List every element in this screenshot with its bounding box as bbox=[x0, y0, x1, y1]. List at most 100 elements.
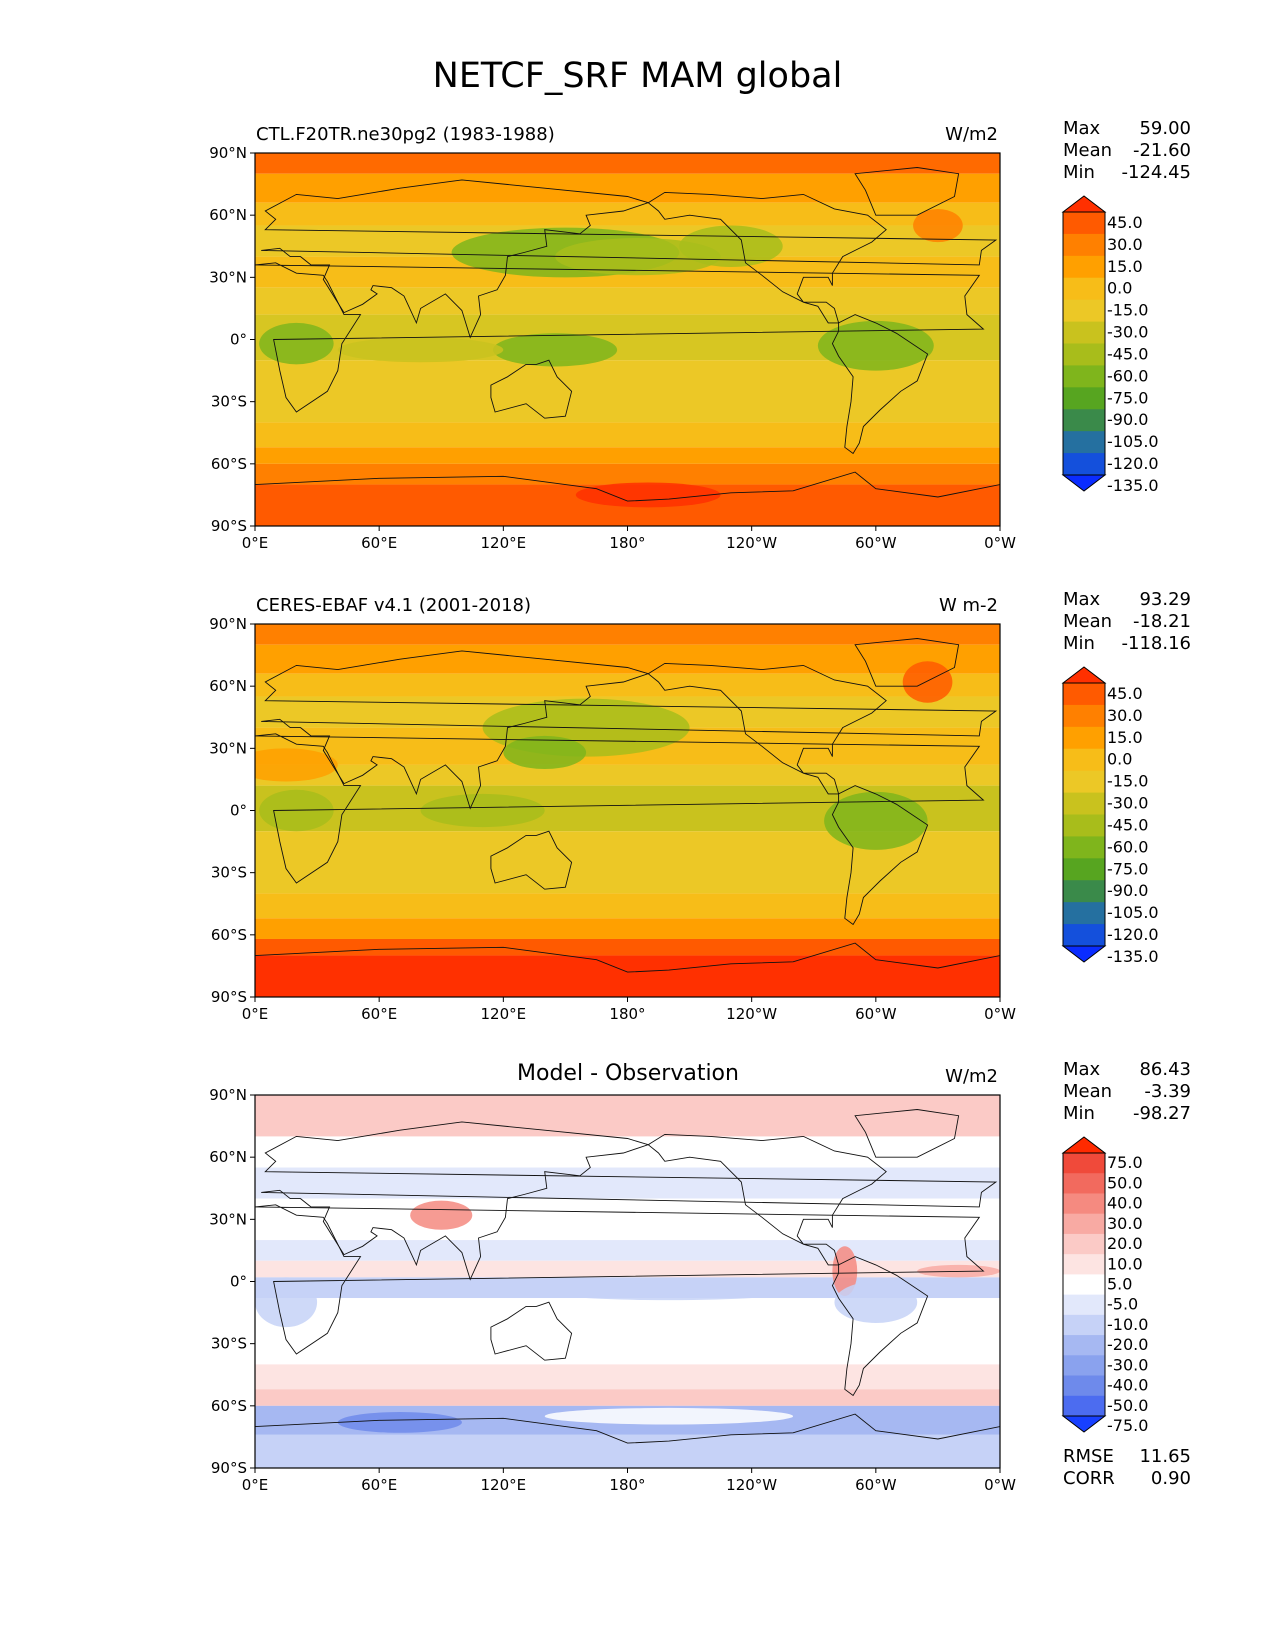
stat-label: Min bbox=[1063, 1103, 1095, 1124]
colorbar-segment bbox=[1063, 1274, 1105, 1296]
field-band bbox=[255, 1198, 1000, 1241]
colorbar-level-label: -40.0 bbox=[1107, 1376, 1148, 1395]
lon-tick-label: 60°W bbox=[855, 1005, 897, 1023]
lon-tick-label: 60°E bbox=[361, 534, 397, 552]
coastline-north-america bbox=[647, 662, 887, 795]
colorbar-segment bbox=[1063, 365, 1105, 388]
field-blob bbox=[902, 661, 953, 703]
field-blob bbox=[503, 735, 587, 770]
colorbar-panel-1: 45.0 30.0 15.0 0.0 -15.0 -30.0 -45.0 -60.0 -75.0… bbox=[1061, 195, 1159, 495]
colorbar-extend-min bbox=[1061, 474, 1107, 492]
field-blob bbox=[410, 1200, 473, 1230]
field-band bbox=[255, 955, 1000, 997]
colorbar-segment bbox=[1063, 409, 1105, 432]
coastline-greenland bbox=[854, 1109, 960, 1158]
colorbar-extend-min bbox=[1061, 945, 1107, 963]
coastline-europe-asia bbox=[261, 179, 998, 339]
stat-value: -124.45 bbox=[1121, 162, 1191, 183]
colorbar-segment bbox=[1063, 277, 1105, 301]
lon-tick-label: 180° bbox=[609, 1476, 645, 1494]
stat-label: Mean bbox=[1063, 611, 1113, 632]
field-blob bbox=[913, 208, 963, 243]
field-blob bbox=[255, 748, 338, 782]
colorbar-level-label: 20.0 bbox=[1107, 1234, 1143, 1253]
colorbar-level-label: -15.0 bbox=[1107, 772, 1148, 791]
colorbar-extend-max bbox=[1061, 195, 1107, 213]
colorbar-level-label: -15.0 bbox=[1107, 301, 1148, 320]
coastline-africa bbox=[255, 262, 985, 413]
colorbar-segment bbox=[1063, 1213, 1105, 1235]
stat-label: Max bbox=[1063, 118, 1101, 139]
panel-2-units: W m-2 bbox=[938, 595, 998, 616]
coastline-south-america bbox=[831, 1256, 929, 1397]
stat-value: 86.43 bbox=[1139, 1059, 1191, 1080]
coastline-australia bbox=[490, 359, 573, 419]
stat-label: Mean bbox=[1063, 140, 1113, 161]
colorbar-segment bbox=[1063, 1294, 1105, 1316]
colorbar-segment bbox=[1063, 453, 1105, 476]
lon-tick-label: 0°E bbox=[242, 1476, 269, 1494]
panel-1-units: W/m2 bbox=[945, 124, 998, 145]
stat-label: Min bbox=[1063, 633, 1095, 654]
colorbar-segment bbox=[1063, 387, 1105, 410]
field-band bbox=[255, 1240, 1000, 1261]
field-band bbox=[255, 1389, 1000, 1406]
coastline-north-america bbox=[647, 191, 887, 324]
coastline-antarctica bbox=[255, 471, 1000, 526]
colorbar-segment bbox=[1063, 683, 1105, 706]
colorbar-level-label: -5.0 bbox=[1107, 1295, 1138, 1314]
field-band bbox=[255, 938, 1000, 956]
stat-value: -98.27 bbox=[1132, 1103, 1191, 1124]
lat-tick-label: 30°N bbox=[209, 268, 247, 286]
lat-tick-label: 90°S bbox=[211, 988, 247, 1006]
colorbar-segment bbox=[1063, 880, 1105, 903]
field-blob bbox=[337, 1412, 462, 1433]
lon-tick-label: 60°E bbox=[361, 1005, 397, 1023]
lat-tick-label: 30°N bbox=[209, 1210, 247, 1228]
stat-value: -3.39 bbox=[1144, 1081, 1191, 1102]
field-band bbox=[255, 893, 1000, 919]
lat-tick-label: 60°N bbox=[209, 677, 247, 695]
colorbar-segment bbox=[1063, 1254, 1105, 1275]
stat-label: Max bbox=[1063, 589, 1101, 610]
panel-3-stats: Max 86.43 Mean -3.39 Min -98.27 bbox=[1063, 1059, 1191, 1125]
colorbar-level-label: -50.0 bbox=[1107, 1396, 1148, 1415]
coastline-australia bbox=[490, 1301, 573, 1361]
colorbar-segment bbox=[1063, 748, 1105, 772]
colorbar-level-label: -20.0 bbox=[1107, 1335, 1148, 1354]
lat-tick-label: 60°S bbox=[211, 455, 247, 473]
colorbar-extend-max bbox=[1061, 666, 1107, 684]
colorbar-segment bbox=[1063, 1395, 1105, 1417]
colorbar-segment bbox=[1063, 704, 1105, 728]
colorbar-level-label: -105.0 bbox=[1107, 432, 1159, 451]
panel-3-title: Model - Observation bbox=[517, 1061, 739, 1086]
colorbar-segment bbox=[1063, 1355, 1105, 1377]
colorbar-panel-2: 45.0 30.0 15.0 0.0 -15.0 -30.0 -45.0 -60.0 -75.0… bbox=[1061, 666, 1159, 966]
field-blob bbox=[824, 791, 928, 850]
colorbar-level-label: -60.0 bbox=[1107, 366, 1148, 385]
stat-value: 93.29 bbox=[1139, 589, 1191, 610]
lon-tick-label: 60°W bbox=[855, 1476, 897, 1494]
colorbar-level-label: -45.0 bbox=[1107, 344, 1148, 363]
field-blob bbox=[834, 1281, 918, 1323]
colorbar-segment bbox=[1063, 255, 1105, 279]
stat-label: Mean bbox=[1063, 1081, 1113, 1102]
field-blob bbox=[255, 1277, 318, 1328]
colorbar-level-label: -90.0 bbox=[1107, 881, 1148, 900]
colorbar-frame bbox=[1062, 1152, 1106, 1417]
lat-tick-label: 60°S bbox=[211, 1397, 247, 1415]
colorbar-level-label: -120.0 bbox=[1107, 925, 1159, 944]
colorbar-segment bbox=[1063, 1375, 1105, 1397]
coastline-south-america bbox=[831, 785, 929, 926]
lat-tick-label: 30°N bbox=[209, 739, 247, 757]
field-blob bbox=[337, 337, 504, 363]
coastline-europe-asia bbox=[261, 1121, 998, 1281]
colorbar-level-label: 40.0 bbox=[1107, 1194, 1143, 1213]
field-blob bbox=[575, 482, 721, 508]
colorbar-level-label: -30.0 bbox=[1107, 1355, 1148, 1374]
colorbar-segment bbox=[1063, 233, 1105, 257]
field-band bbox=[255, 422, 1000, 448]
stat-value: 11.65 bbox=[1139, 1446, 1191, 1467]
lat-tick-label: 60°S bbox=[211, 926, 247, 944]
